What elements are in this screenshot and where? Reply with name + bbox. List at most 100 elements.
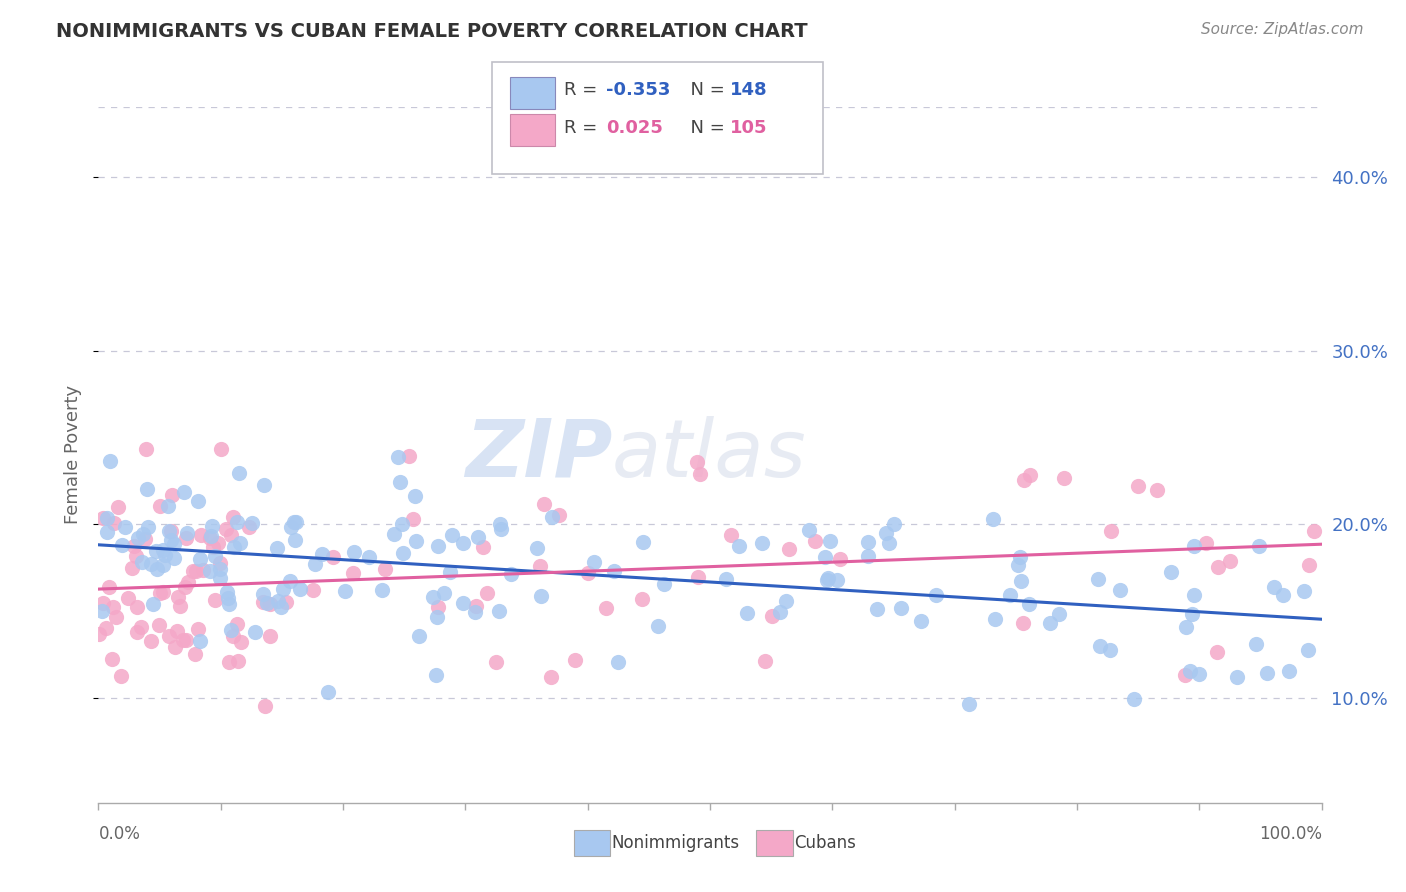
Point bbox=[564, 653, 586, 667]
Point bbox=[404, 489, 426, 503]
Point bbox=[152, 542, 174, 557]
Point bbox=[541, 509, 564, 524]
Point bbox=[159, 524, 181, 538]
Point bbox=[1298, 558, 1320, 572]
Point bbox=[388, 475, 411, 490]
Point bbox=[280, 520, 302, 534]
Point bbox=[174, 531, 197, 545]
Point bbox=[1272, 588, 1295, 602]
Point bbox=[533, 497, 555, 511]
Point bbox=[817, 571, 839, 585]
Point bbox=[1087, 572, 1109, 586]
Point bbox=[499, 566, 522, 581]
Point bbox=[215, 585, 238, 599]
Point bbox=[595, 601, 617, 615]
Text: 0.0%: 0.0% bbox=[98, 825, 141, 843]
Point bbox=[284, 515, 307, 529]
Point bbox=[1182, 588, 1205, 602]
Point bbox=[342, 566, 364, 580]
Point bbox=[465, 599, 488, 614]
Point bbox=[1188, 667, 1211, 681]
Point bbox=[606, 656, 628, 670]
Point bbox=[105, 610, 128, 624]
Text: 100.0%: 100.0% bbox=[1258, 825, 1322, 843]
Point bbox=[135, 483, 157, 497]
Point bbox=[1128, 479, 1150, 493]
Point bbox=[751, 536, 773, 550]
Point bbox=[204, 549, 226, 564]
Point bbox=[166, 624, 188, 638]
Point bbox=[122, 540, 145, 554]
Point bbox=[688, 570, 710, 584]
Point bbox=[1123, 692, 1146, 706]
Point bbox=[153, 548, 176, 562]
Point bbox=[243, 625, 266, 640]
Point bbox=[148, 618, 170, 632]
Point bbox=[439, 565, 461, 579]
Point bbox=[408, 630, 430, 644]
Point bbox=[488, 517, 510, 532]
Point bbox=[318, 685, 340, 699]
Point bbox=[271, 582, 294, 596]
Point bbox=[188, 552, 211, 566]
Point bbox=[127, 600, 149, 615]
Point bbox=[252, 595, 274, 609]
Point bbox=[101, 599, 124, 614]
Point bbox=[259, 629, 281, 643]
Point bbox=[157, 629, 180, 643]
Point bbox=[98, 454, 121, 468]
Point bbox=[1206, 645, 1229, 659]
Point bbox=[200, 529, 222, 543]
Point bbox=[198, 564, 221, 578]
Point bbox=[129, 620, 152, 634]
Point bbox=[218, 655, 240, 669]
Text: 105: 105 bbox=[730, 119, 768, 136]
Point bbox=[652, 577, 675, 591]
Point bbox=[209, 556, 232, 570]
Point bbox=[181, 564, 204, 578]
Point bbox=[187, 622, 209, 636]
Point bbox=[433, 586, 456, 600]
Point bbox=[1010, 574, 1032, 588]
Point bbox=[165, 640, 187, 655]
Point bbox=[475, 586, 498, 600]
Point bbox=[141, 557, 163, 571]
Text: Nonimmigrants: Nonimmigrants bbox=[612, 834, 740, 852]
Point bbox=[177, 574, 200, 589]
Point bbox=[267, 594, 290, 608]
Point bbox=[157, 499, 180, 513]
Point bbox=[139, 634, 162, 648]
Point bbox=[925, 588, 948, 602]
Point bbox=[576, 566, 599, 580]
Point bbox=[1292, 583, 1315, 598]
Point bbox=[183, 647, 205, 661]
Text: 0.025: 0.025 bbox=[606, 119, 662, 136]
Point bbox=[890, 601, 912, 615]
Point bbox=[1219, 553, 1241, 567]
Point bbox=[1303, 524, 1326, 538]
Point bbox=[259, 597, 281, 611]
Point bbox=[602, 564, 624, 578]
Point bbox=[489, 522, 512, 536]
Point bbox=[256, 596, 278, 610]
Point bbox=[254, 699, 277, 714]
Point bbox=[818, 533, 841, 548]
Point bbox=[1174, 620, 1197, 634]
Text: Cubans: Cubans bbox=[794, 834, 856, 852]
Point bbox=[228, 466, 250, 480]
Point bbox=[426, 610, 449, 624]
Point bbox=[218, 597, 240, 611]
Point bbox=[335, 584, 357, 599]
Point bbox=[219, 623, 242, 637]
Point bbox=[217, 591, 239, 606]
Point bbox=[754, 655, 776, 669]
Point bbox=[686, 455, 709, 469]
Point bbox=[226, 654, 249, 668]
Point bbox=[204, 592, 226, 607]
Point bbox=[540, 670, 562, 684]
Point bbox=[735, 606, 758, 620]
Point bbox=[276, 595, 298, 609]
Point bbox=[883, 517, 905, 532]
Point bbox=[152, 585, 174, 599]
Point bbox=[405, 534, 427, 549]
